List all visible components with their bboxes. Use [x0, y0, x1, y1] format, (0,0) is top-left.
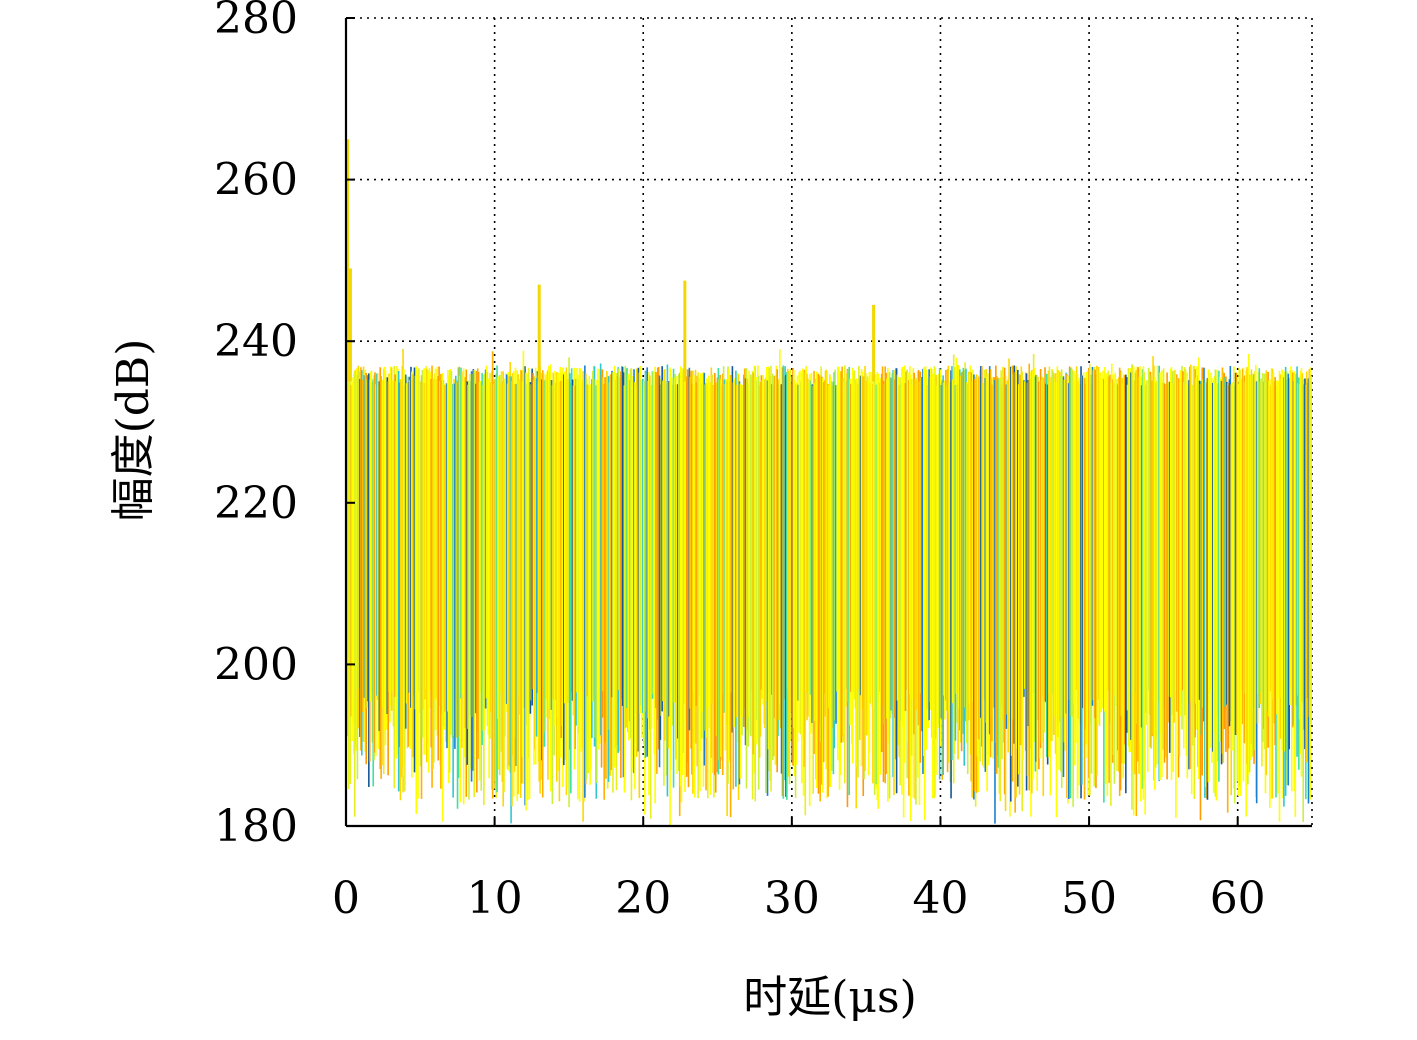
x-tick-label: 0	[332, 873, 360, 924]
y-axis-title: 幅度(dB)	[108, 339, 159, 522]
y-tick-label: 220	[214, 478, 298, 529]
x-axis-title: 时延(μs)	[743, 972, 917, 1023]
x-tick-label: 10	[467, 873, 523, 924]
x-tick-labels: 0 10 20 30 40 50 60	[332, 873, 1266, 924]
x-tick-label: 50	[1061, 873, 1117, 924]
x-tick-label: 20	[615, 873, 671, 924]
y-tick-label: 280	[214, 0, 298, 44]
y-tick-label: 200	[214, 639, 298, 690]
data-lines	[345, 139, 1312, 826]
x-tick-label: 60	[1210, 873, 1266, 924]
axes	[344, 17, 1312, 828]
y-tick-label: 240	[214, 316, 298, 367]
x-tick-label: 30	[764, 873, 820, 924]
y-tick-label: 180	[214, 801, 298, 852]
y-tick-label: 260	[214, 155, 298, 206]
x-tick-label: 40	[912, 873, 968, 924]
y-tick-labels: 180 200 220 240 260 280	[214, 0, 298, 852]
